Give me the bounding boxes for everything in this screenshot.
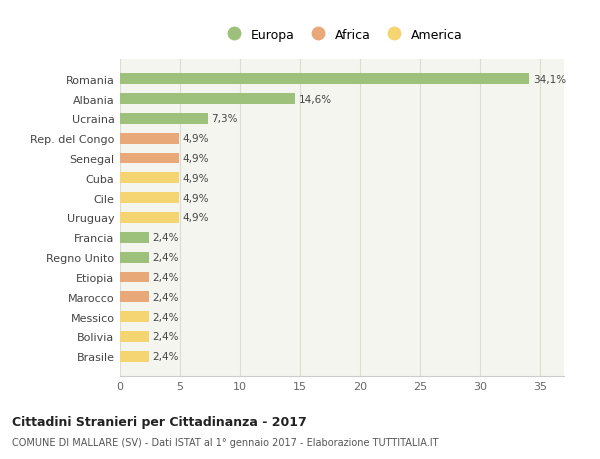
Bar xyxy=(120,232,149,243)
Text: 7,3%: 7,3% xyxy=(211,114,238,124)
Bar xyxy=(120,74,529,85)
Text: 2,4%: 2,4% xyxy=(152,352,179,362)
Text: 2,4%: 2,4% xyxy=(152,332,179,342)
Text: 4,9%: 4,9% xyxy=(182,134,209,144)
Bar xyxy=(120,94,295,105)
Bar xyxy=(120,114,208,124)
Text: 2,4%: 2,4% xyxy=(152,272,179,282)
Bar xyxy=(120,252,149,263)
Text: 2,4%: 2,4% xyxy=(152,312,179,322)
Bar xyxy=(120,351,149,362)
Text: 4,9%: 4,9% xyxy=(182,174,209,184)
Bar xyxy=(120,331,149,342)
Bar xyxy=(120,193,179,204)
Text: 4,9%: 4,9% xyxy=(182,154,209,164)
Bar xyxy=(120,173,179,184)
Text: 2,4%: 2,4% xyxy=(152,252,179,263)
Bar xyxy=(120,153,179,164)
Bar xyxy=(120,312,149,322)
Text: 14,6%: 14,6% xyxy=(299,94,332,104)
Text: 34,1%: 34,1% xyxy=(533,74,566,84)
Text: Cittadini Stranieri per Cittadinanza - 2017: Cittadini Stranieri per Cittadinanza - 2… xyxy=(12,415,307,428)
Text: 2,4%: 2,4% xyxy=(152,233,179,243)
Text: COMUNE DI MALLARE (SV) - Dati ISTAT al 1° gennaio 2017 - Elaborazione TUTTITALIA: COMUNE DI MALLARE (SV) - Dati ISTAT al 1… xyxy=(12,437,439,447)
Bar xyxy=(120,213,179,224)
Bar xyxy=(120,292,149,302)
Text: 4,9%: 4,9% xyxy=(182,213,209,223)
Bar xyxy=(120,272,149,283)
Bar xyxy=(120,134,179,144)
Text: 2,4%: 2,4% xyxy=(152,292,179,302)
Legend: Europa, Africa, America: Europa, Africa, America xyxy=(218,25,467,45)
Text: 4,9%: 4,9% xyxy=(182,193,209,203)
